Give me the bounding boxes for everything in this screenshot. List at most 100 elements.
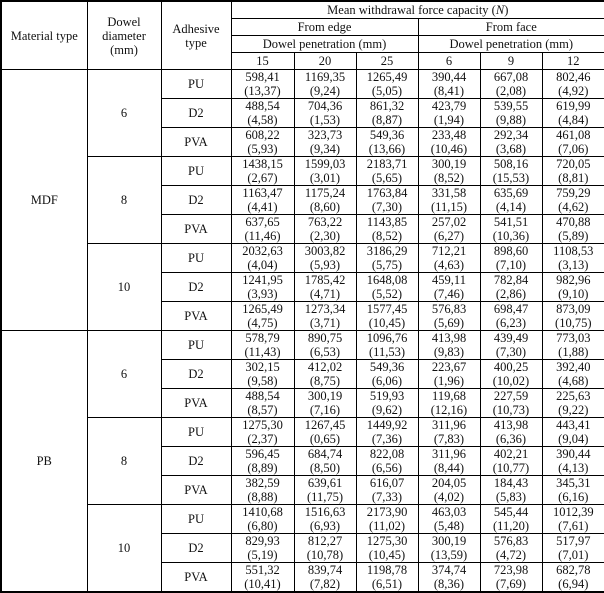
cv-value: (11,20): [493, 519, 529, 533]
capacity-title-suffix: ): [504, 3, 509, 17]
dowel-diameter-cell: 8: [86, 417, 162, 505]
mean-value: 1599,03: [304, 157, 346, 172]
mean-value: 470,88: [556, 215, 591, 230]
col-header-depth-25: 25: [355, 52, 419, 70]
cv-value: (10,36): [492, 229, 530, 243]
cv-value: (6,23): [495, 316, 527, 330]
cv-value: (1,88): [558, 345, 589, 359]
cv-value: (11,15): [431, 200, 467, 214]
adhesive-type-cell: PU: [160, 156, 232, 186]
cv-value: (10,73): [492, 403, 530, 417]
cv-value: (7,30): [371, 200, 403, 214]
table-row: D2 1241,95 (3,93) 1785,42 (4,71) 1648,08 (5,52…: [1, 272, 604, 302]
header-row-4: 15 20 25 6 9 12: [1, 52, 604, 70]
force-value-cell: 782,84 (2,86): [479, 272, 543, 302]
force-value-cell: 225,63 (9,22): [541, 388, 604, 418]
mean-value: 539,55: [493, 99, 529, 114]
mean-value: 890,75: [307, 331, 343, 346]
cv-value: (7,46): [433, 287, 465, 301]
force-value-cell: 184,43 (5,83): [479, 475, 543, 505]
mean-value: 541,51: [493, 215, 529, 230]
cv-value: (11,02): [369, 519, 405, 533]
force-value-cell: 233,48 (10,46): [417, 127, 481, 157]
cv-value: (7,10): [495, 258, 527, 272]
force-value-cell: 720,05 (8,81): [541, 156, 604, 186]
col-header-depth-9: 9: [479, 52, 543, 70]
table-row: D2 596,45 (8,89) 684,74 (8,50) 822,08 (6,56) 31…: [1, 446, 604, 476]
force-value-cell: 1265,49 (4,75): [230, 301, 295, 331]
cv-value: (8,52): [433, 171, 465, 185]
force-value-cell: 223,67 (1,96): [417, 359, 481, 389]
force-value-cell: 382,59 (8,88): [230, 475, 295, 505]
force-value-cell: 3003,82 (5,93): [293, 243, 357, 273]
cv-value: (8,50): [309, 461, 341, 475]
force-value-cell: 374,74 (8,36): [417, 562, 481, 593]
mean-value: 413,98: [431, 331, 467, 346]
force-value-cell: 1763,84 (7,30): [355, 185, 419, 215]
header-row-1: Material type Dowel diameter (mm) Adhesi…: [0, 0, 604, 70]
force-value-cell: 311,96 (8,44): [417, 446, 481, 476]
cv-value: (10,45): [368, 548, 406, 562]
cv-value: (4,68): [558, 374, 589, 388]
mean-value: 233,48: [431, 128, 467, 143]
adhesive-type-cell: PU: [160, 330, 232, 360]
adhesive-type-cell: PVA: [160, 562, 232, 593]
cv-value: (5,48): [433, 519, 465, 533]
mean-value: 1175,24: [304, 186, 346, 201]
table-row: D2 829,93 (5,19) 812,27 (10,78) 1275,30 (10,45…: [1, 533, 604, 563]
mean-value: 2173,90: [366, 505, 408, 520]
cv-value: (13,59): [430, 548, 468, 562]
force-value-cell: 773,03 (1,88): [541, 330, 604, 360]
cv-value: (6,06): [371, 374, 403, 388]
cv-value: (4,02): [433, 490, 465, 504]
cv-value: (10,46): [430, 142, 468, 156]
mean-value: 704,36: [307, 99, 343, 114]
cv-value: (1,96): [433, 374, 465, 388]
mean-value: 519,93: [369, 389, 405, 404]
force-value-cell: 1449,92 (7,36): [355, 417, 419, 447]
table-row: PVA 488,54 (8,57) 300,19 (7,16) 519,93 (9,62) 1…: [1, 388, 604, 418]
cv-value: (7,01): [558, 548, 589, 562]
cv-value: (2,08): [495, 84, 527, 98]
force-value-cell: 439,49 (7,30): [479, 330, 543, 360]
mean-value: 2032,63: [242, 244, 283, 259]
cv-value: (13,37): [244, 84, 281, 98]
force-value-cell: 873,09 (10,75): [541, 301, 604, 331]
mean-value: 302,15: [245, 360, 280, 375]
cv-value: (11,43): [244, 345, 281, 359]
cv-value: (15,53): [492, 171, 530, 185]
force-value-cell: 667,08 (2,08): [479, 69, 543, 99]
cv-value: (6,56): [371, 461, 403, 475]
force-value-cell: 3186,29 (5,75): [355, 243, 419, 273]
force-value-cell: 1096,76 (11,53): [355, 330, 419, 360]
mean-value: 459,11: [432, 273, 466, 288]
table-row: 8 PU 1438,15 (2,67) 1599,03 (3,01) 2183,71 (5,6…: [1, 156, 604, 244]
mean-value: 698,47: [493, 302, 529, 317]
cv-value: (4,72): [495, 548, 527, 562]
cv-value: (9,04): [558, 432, 589, 446]
mean-value: 1275,30: [242, 418, 283, 433]
force-value-cell: 545,44 (11,20): [479, 504, 543, 534]
table-body: MDF 6 PU 598,41 (13,37) 1169,35 (9,24) 1265,49(…: [0, 69, 604, 593]
cv-value: (8,88): [247, 490, 278, 504]
cv-value: (6,94): [558, 577, 589, 591]
force-value-cell: 204,05 (4,02): [417, 475, 481, 505]
mean-value: 549,36: [369, 360, 405, 375]
cv-value: (10,77): [492, 461, 530, 475]
cv-value: (5,19): [247, 548, 278, 562]
col-header-penetration-face: Dowel penetration (mm): [417, 35, 604, 53]
cv-value: (9,58): [247, 374, 278, 388]
force-value-cell: 413,98 (9,83): [417, 330, 481, 360]
force-value-cell: 1599,03 (3,01): [293, 156, 357, 186]
mean-value: 382,59: [245, 476, 280, 491]
force-value-cell: 461,08 (7,06): [541, 127, 604, 157]
force-value-cell: 637,65 (11,46): [230, 214, 295, 244]
adhesive-type-cell: PVA: [160, 301, 232, 331]
mean-value: 257,02: [431, 215, 467, 230]
capacity-title-prefix: Mean withdrawal force capacity (: [327, 3, 496, 17]
cv-value: (7,06): [558, 142, 589, 156]
mean-value: 576,83: [493, 534, 529, 549]
table-row: 8 PU 1275,30 (2,37) 1267,45 (0,65) 1449,92 (7,3…: [1, 417, 604, 505]
cv-value: (7,61): [558, 519, 589, 533]
